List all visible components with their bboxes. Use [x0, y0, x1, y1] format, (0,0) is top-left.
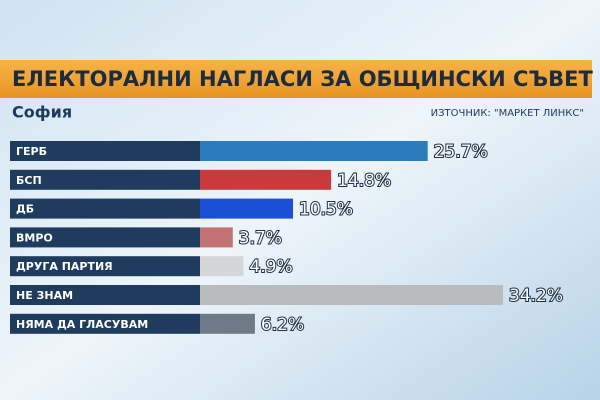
category-box: [10, 169, 200, 190]
bar: [200, 313, 255, 334]
category-label: НЯМА ДА ГЛАСУВАМ: [16, 318, 148, 331]
value-label: 6.2%: [261, 315, 304, 335]
category-label: НЕ ЗНАМ: [16, 289, 73, 302]
bar: [200, 227, 233, 248]
category-label: ГЕРБ: [16, 145, 47, 158]
value-label: 14.8%: [337, 171, 391, 191]
source: ИЗТОЧНИК: "МАРКЕТ ЛИНКС": [431, 108, 584, 119]
category-box: [10, 313, 200, 334]
category-box: [10, 141, 200, 161]
chart-title: ЕЛЕКТОРАЛНИ НАГЛАСИ ЗА ОБЩИНСКИ СЪВЕТ: [12, 67, 594, 91]
bar: [200, 285, 503, 305]
category-label: БСП: [16, 174, 42, 187]
value-label: 25.7%: [434, 142, 488, 162]
category-box: [10, 227, 200, 248]
bar: [200, 169, 332, 190]
title-band: [0, 60, 592, 98]
category-label: ДБ: [16, 203, 34, 216]
category-box: [10, 256, 200, 277]
bar: [200, 256, 244, 277]
category-label: ДРУГА ПАРТИЯ: [16, 260, 113, 273]
value-label: 3.7%: [239, 228, 282, 248]
subtitle: София: [12, 103, 72, 122]
value-label: 34.2%: [509, 286, 563, 306]
value-label: 10.5%: [299, 200, 353, 220]
category-label: ВМРО: [16, 231, 53, 244]
value-label: 4.9%: [249, 257, 292, 277]
bar: [200, 141, 428, 161]
bar: [200, 198, 294, 219]
category-box: [10, 285, 200, 305]
category-box: [10, 198, 200, 219]
